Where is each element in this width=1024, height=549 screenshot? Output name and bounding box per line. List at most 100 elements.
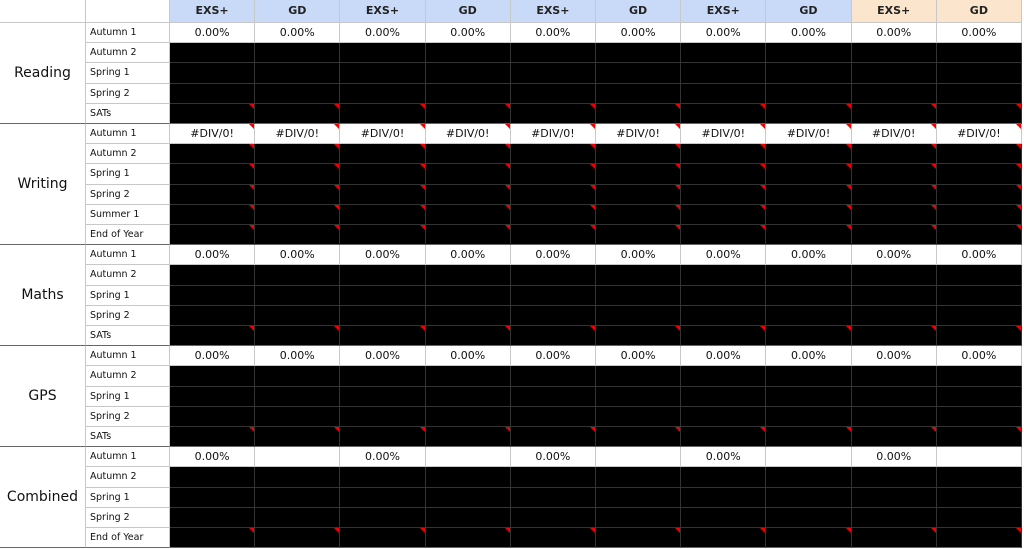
cell[interactable]: [340, 406, 426, 427]
cell[interactable]: [851, 225, 937, 246]
cell[interactable]: 0.00%: [936, 346, 1022, 367]
cell[interactable]: 0.00%: [510, 346, 596, 367]
cell[interactable]: [425, 265, 511, 286]
cell[interactable]: [936, 225, 1022, 246]
cell[interactable]: [510, 103, 596, 124]
column-header[interactable]: GD: [766, 0, 852, 23]
cell[interactable]: [936, 265, 1022, 286]
cell[interactable]: [936, 447, 1022, 468]
cell[interactable]: [766, 285, 852, 306]
cell[interactable]: [681, 366, 767, 387]
cell[interactable]: [170, 164, 256, 185]
cell[interactable]: [766, 204, 852, 225]
cell[interactable]: [255, 83, 341, 104]
cell[interactable]: [510, 487, 596, 508]
cell[interactable]: [340, 467, 426, 488]
cell[interactable]: 0.00%: [510, 245, 596, 266]
cell[interactable]: [425, 487, 511, 508]
cell[interactable]: [851, 83, 937, 104]
cell[interactable]: [170, 305, 256, 326]
column-header[interactable]: GD: [255, 0, 341, 23]
cell[interactable]: [425, 144, 511, 165]
cell[interactable]: [596, 406, 682, 427]
cell[interactable]: 0.00%: [170, 447, 256, 468]
cell[interactable]: [766, 83, 852, 104]
cell[interactable]: [510, 63, 596, 84]
row-label[interactable]: Spring 2: [86, 305, 170, 326]
row-label[interactable]: Summer 1: [86, 204, 170, 225]
cell[interactable]: [681, 285, 767, 306]
cell[interactable]: [510, 366, 596, 387]
cell[interactable]: [681, 427, 767, 448]
cell[interactable]: [766, 427, 852, 448]
row-label[interactable]: Autumn 2: [86, 265, 170, 286]
cell[interactable]: [681, 43, 767, 64]
cell[interactable]: 0.00%: [255, 23, 341, 44]
cell[interactable]: [170, 144, 256, 165]
cell[interactable]: [681, 184, 767, 205]
column-header[interactable]: EXS+: [681, 0, 767, 23]
row-label[interactable]: SATs: [86, 103, 170, 124]
cell[interactable]: [255, 427, 341, 448]
cell[interactable]: [766, 406, 852, 427]
cell[interactable]: [936, 427, 1022, 448]
cell[interactable]: [340, 164, 426, 185]
cell[interactable]: [936, 83, 1022, 104]
row-label[interactable]: Autumn 1: [86, 23, 170, 44]
cell[interactable]: [255, 144, 341, 165]
row-label[interactable]: Spring 2: [86, 507, 170, 528]
row-label[interactable]: Autumn 1: [86, 346, 170, 367]
cell[interactable]: [510, 386, 596, 407]
cell[interactable]: [170, 427, 256, 448]
cell[interactable]: 0.00%: [510, 23, 596, 44]
cell[interactable]: [170, 285, 256, 306]
cell[interactable]: [510, 528, 596, 549]
cell[interactable]: 0.00%: [681, 346, 767, 367]
cell[interactable]: #DIV/0!: [255, 124, 341, 145]
cell[interactable]: [766, 184, 852, 205]
cell[interactable]: 0.00%: [681, 447, 767, 468]
cell[interactable]: [255, 63, 341, 84]
cell[interactable]: [170, 386, 256, 407]
cell[interactable]: [851, 386, 937, 407]
cell[interactable]: [766, 366, 852, 387]
row-label[interactable]: Autumn 1: [86, 245, 170, 266]
cell[interactable]: [936, 528, 1022, 549]
column-header[interactable]: GD: [596, 0, 682, 23]
cell[interactable]: [340, 326, 426, 347]
cell[interactable]: [766, 265, 852, 286]
row-label[interactable]: SATs: [86, 326, 170, 347]
cell[interactable]: [255, 225, 341, 246]
cell[interactable]: [170, 204, 256, 225]
cell[interactable]: [681, 83, 767, 104]
cell[interactable]: [425, 507, 511, 528]
cell[interactable]: [170, 83, 256, 104]
cell[interactable]: [681, 305, 767, 326]
cell[interactable]: [170, 184, 256, 205]
cell[interactable]: [851, 164, 937, 185]
cell[interactable]: 0.00%: [425, 245, 511, 266]
cell[interactable]: 0.00%: [936, 23, 1022, 44]
cell[interactable]: [596, 528, 682, 549]
row-label[interactable]: SATs: [86, 427, 170, 448]
cell[interactable]: [766, 63, 852, 84]
cell[interactable]: [340, 507, 426, 528]
cell[interactable]: [170, 507, 256, 528]
cell[interactable]: [766, 144, 852, 165]
cell[interactable]: [255, 103, 341, 124]
cell[interactable]: [596, 63, 682, 84]
cell[interactable]: [596, 467, 682, 488]
cell[interactable]: [255, 366, 341, 387]
cell[interactable]: 0.00%: [340, 447, 426, 468]
cell[interactable]: [340, 305, 426, 326]
cell[interactable]: [851, 305, 937, 326]
cell[interactable]: [766, 386, 852, 407]
cell[interactable]: [936, 326, 1022, 347]
cell[interactable]: [936, 406, 1022, 427]
cell[interactable]: 0.00%: [936, 245, 1022, 266]
cell[interactable]: [596, 366, 682, 387]
cell[interactable]: [425, 63, 511, 84]
cell[interactable]: [255, 528, 341, 549]
row-label[interactable]: Spring 1: [86, 386, 170, 407]
cell[interactable]: [425, 184, 511, 205]
